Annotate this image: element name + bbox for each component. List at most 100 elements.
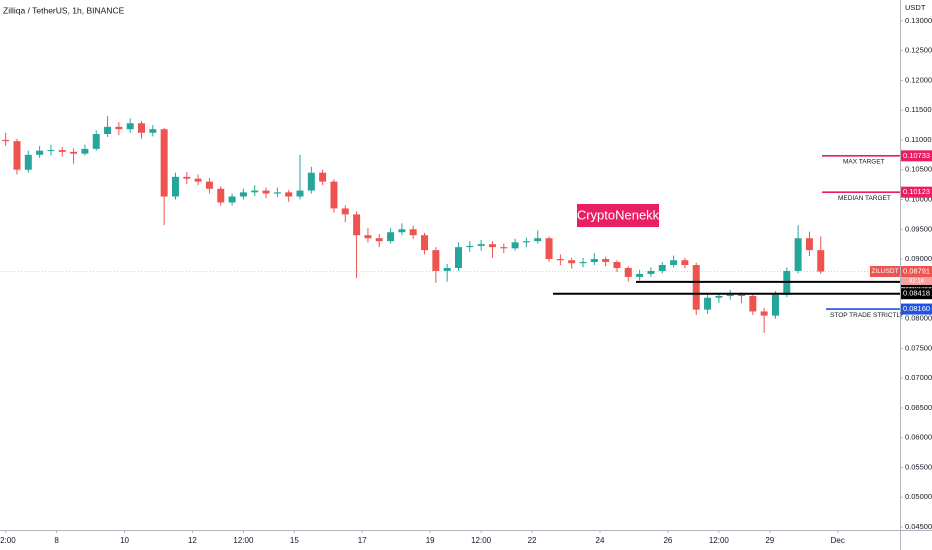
y-tick-label: 0.12000 xyxy=(905,75,932,84)
y-tick-label: 0.04500 xyxy=(905,522,932,531)
x-tick-label: 22 xyxy=(528,536,537,545)
x-tick-label: 12:00 xyxy=(709,536,730,545)
candle-body xyxy=(273,192,281,194)
candle-body xyxy=(104,126,112,134)
last-price-label: 0.08791 xyxy=(903,266,930,275)
candle-body xyxy=(149,129,157,133)
x-tick-label: 12:00 xyxy=(233,536,254,545)
candle-body xyxy=(624,267,632,277)
candle-body xyxy=(738,294,746,296)
candle-body xyxy=(805,238,813,251)
candle-body xyxy=(47,150,55,152)
last-price-tag xyxy=(901,265,932,277)
x-tick-label: 12:00 xyxy=(471,536,492,545)
y-tick-label: 0.12500 xyxy=(905,46,932,55)
candle-body xyxy=(330,181,338,209)
watermark-box xyxy=(577,204,659,227)
candle-body xyxy=(307,172,315,191)
y-tick-label: 0.10000 xyxy=(905,194,932,203)
candle-body xyxy=(160,129,168,197)
candle-body xyxy=(126,123,134,130)
candle-body xyxy=(432,250,440,271)
candle-body xyxy=(726,294,734,296)
x-tick-label: 12 xyxy=(188,536,197,545)
candle-body xyxy=(183,176,191,179)
candle-body xyxy=(58,150,66,152)
candle-body xyxy=(194,178,202,182)
candle-body xyxy=(636,273,644,277)
candle-body xyxy=(375,238,383,242)
y-tick-label: 0.09500 xyxy=(905,224,932,233)
candle-body xyxy=(488,244,496,248)
candle-body xyxy=(704,297,712,310)
level-price-label: 0.10123 xyxy=(903,187,930,196)
candle-body xyxy=(579,262,587,264)
chart-title: Zilliqa / TetherUS, 1h, BINANCE xyxy=(3,5,125,15)
candle-body xyxy=(398,229,406,233)
candle-body xyxy=(341,208,349,215)
candle-body xyxy=(477,244,485,246)
candle-body xyxy=(556,259,564,261)
candle-body xyxy=(568,260,576,264)
candle-body xyxy=(613,262,621,268)
candle-body xyxy=(138,123,146,133)
candle-body xyxy=(353,214,361,236)
candle-body xyxy=(692,265,700,310)
y-tick-label: 0.11000 xyxy=(905,135,932,144)
level-price-tag xyxy=(901,150,932,162)
candle-body xyxy=(670,260,678,265)
x-tick-label: Dec xyxy=(831,536,845,545)
candle-body xyxy=(285,192,293,197)
candle-body xyxy=(771,294,779,316)
candle-body xyxy=(783,270,791,295)
candle-body xyxy=(522,241,530,243)
candle-body xyxy=(115,126,123,130)
candle-body xyxy=(545,238,553,260)
candle-body xyxy=(749,295,757,312)
watermark-text: CryptoNenekk xyxy=(577,207,660,222)
level-label: MEDIAN TARGET xyxy=(838,195,891,202)
level-price-label: 0.10733 xyxy=(903,151,930,160)
y-tick-label: 0.08000 xyxy=(905,314,932,323)
x-tick-label: 19 xyxy=(426,536,435,545)
candle-body xyxy=(24,154,32,170)
currency-label: USDT xyxy=(905,3,926,12)
level-label: STOP TRADE STRICTLY xyxy=(830,312,905,319)
candle-body xyxy=(511,242,519,249)
candle-body xyxy=(296,190,304,197)
level-price-tag xyxy=(901,303,932,315)
y-tick-label: 0.06000 xyxy=(905,433,932,442)
candle-body xyxy=(409,229,417,236)
candle-body xyxy=(13,141,21,170)
candle-body xyxy=(364,235,372,239)
y-tick-label: 0.06500 xyxy=(905,403,932,412)
x-tick-label: 24 xyxy=(596,536,605,545)
candle-body xyxy=(36,150,44,155)
symbol-tag xyxy=(870,265,900,277)
candle-body xyxy=(205,181,213,189)
candle-body xyxy=(500,247,508,249)
candle-body xyxy=(2,139,10,142)
countdown-tag xyxy=(901,276,932,285)
candle-body xyxy=(421,235,429,251)
candle-body xyxy=(466,245,474,248)
candle-body xyxy=(171,176,179,197)
candle-body xyxy=(590,259,598,263)
candle-body xyxy=(217,188,225,203)
candle-body xyxy=(602,259,610,263)
candle-body xyxy=(319,172,327,182)
candle-body xyxy=(92,133,100,149)
candle-body xyxy=(70,151,78,154)
candle-body xyxy=(239,192,247,197)
candle-body xyxy=(817,250,825,272)
countdown-label: 32:14 xyxy=(909,279,925,285)
candle-body xyxy=(262,190,270,194)
candle-body xyxy=(81,148,89,154)
candle-body xyxy=(794,238,802,271)
y-tick-label: 0.10500 xyxy=(905,165,932,174)
y-tick-label: 0.05000 xyxy=(905,492,932,501)
x-tick-label: 17 xyxy=(358,536,367,545)
candle-body xyxy=(454,247,462,268)
